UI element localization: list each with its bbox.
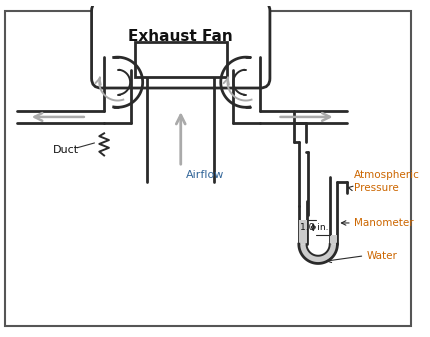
Text: Duct: Duct [53,145,79,155]
Text: Airflow: Airflow [185,170,224,180]
Text: Exhaust Fan: Exhaust Fan [128,29,233,44]
Bar [329,235,337,244]
Text: Water: Water [366,251,396,261]
Text: 1.0 in.: 1.0 in. [299,223,328,232]
Text: Atmospheric
Pressure: Atmospheric Pressure [353,170,419,193]
Bar [135,42,226,78]
Bar [298,220,306,244]
FancyBboxPatch shape [91,1,269,88]
Text: Manometer: Manometer [353,218,412,228]
Polygon shape [298,244,337,264]
